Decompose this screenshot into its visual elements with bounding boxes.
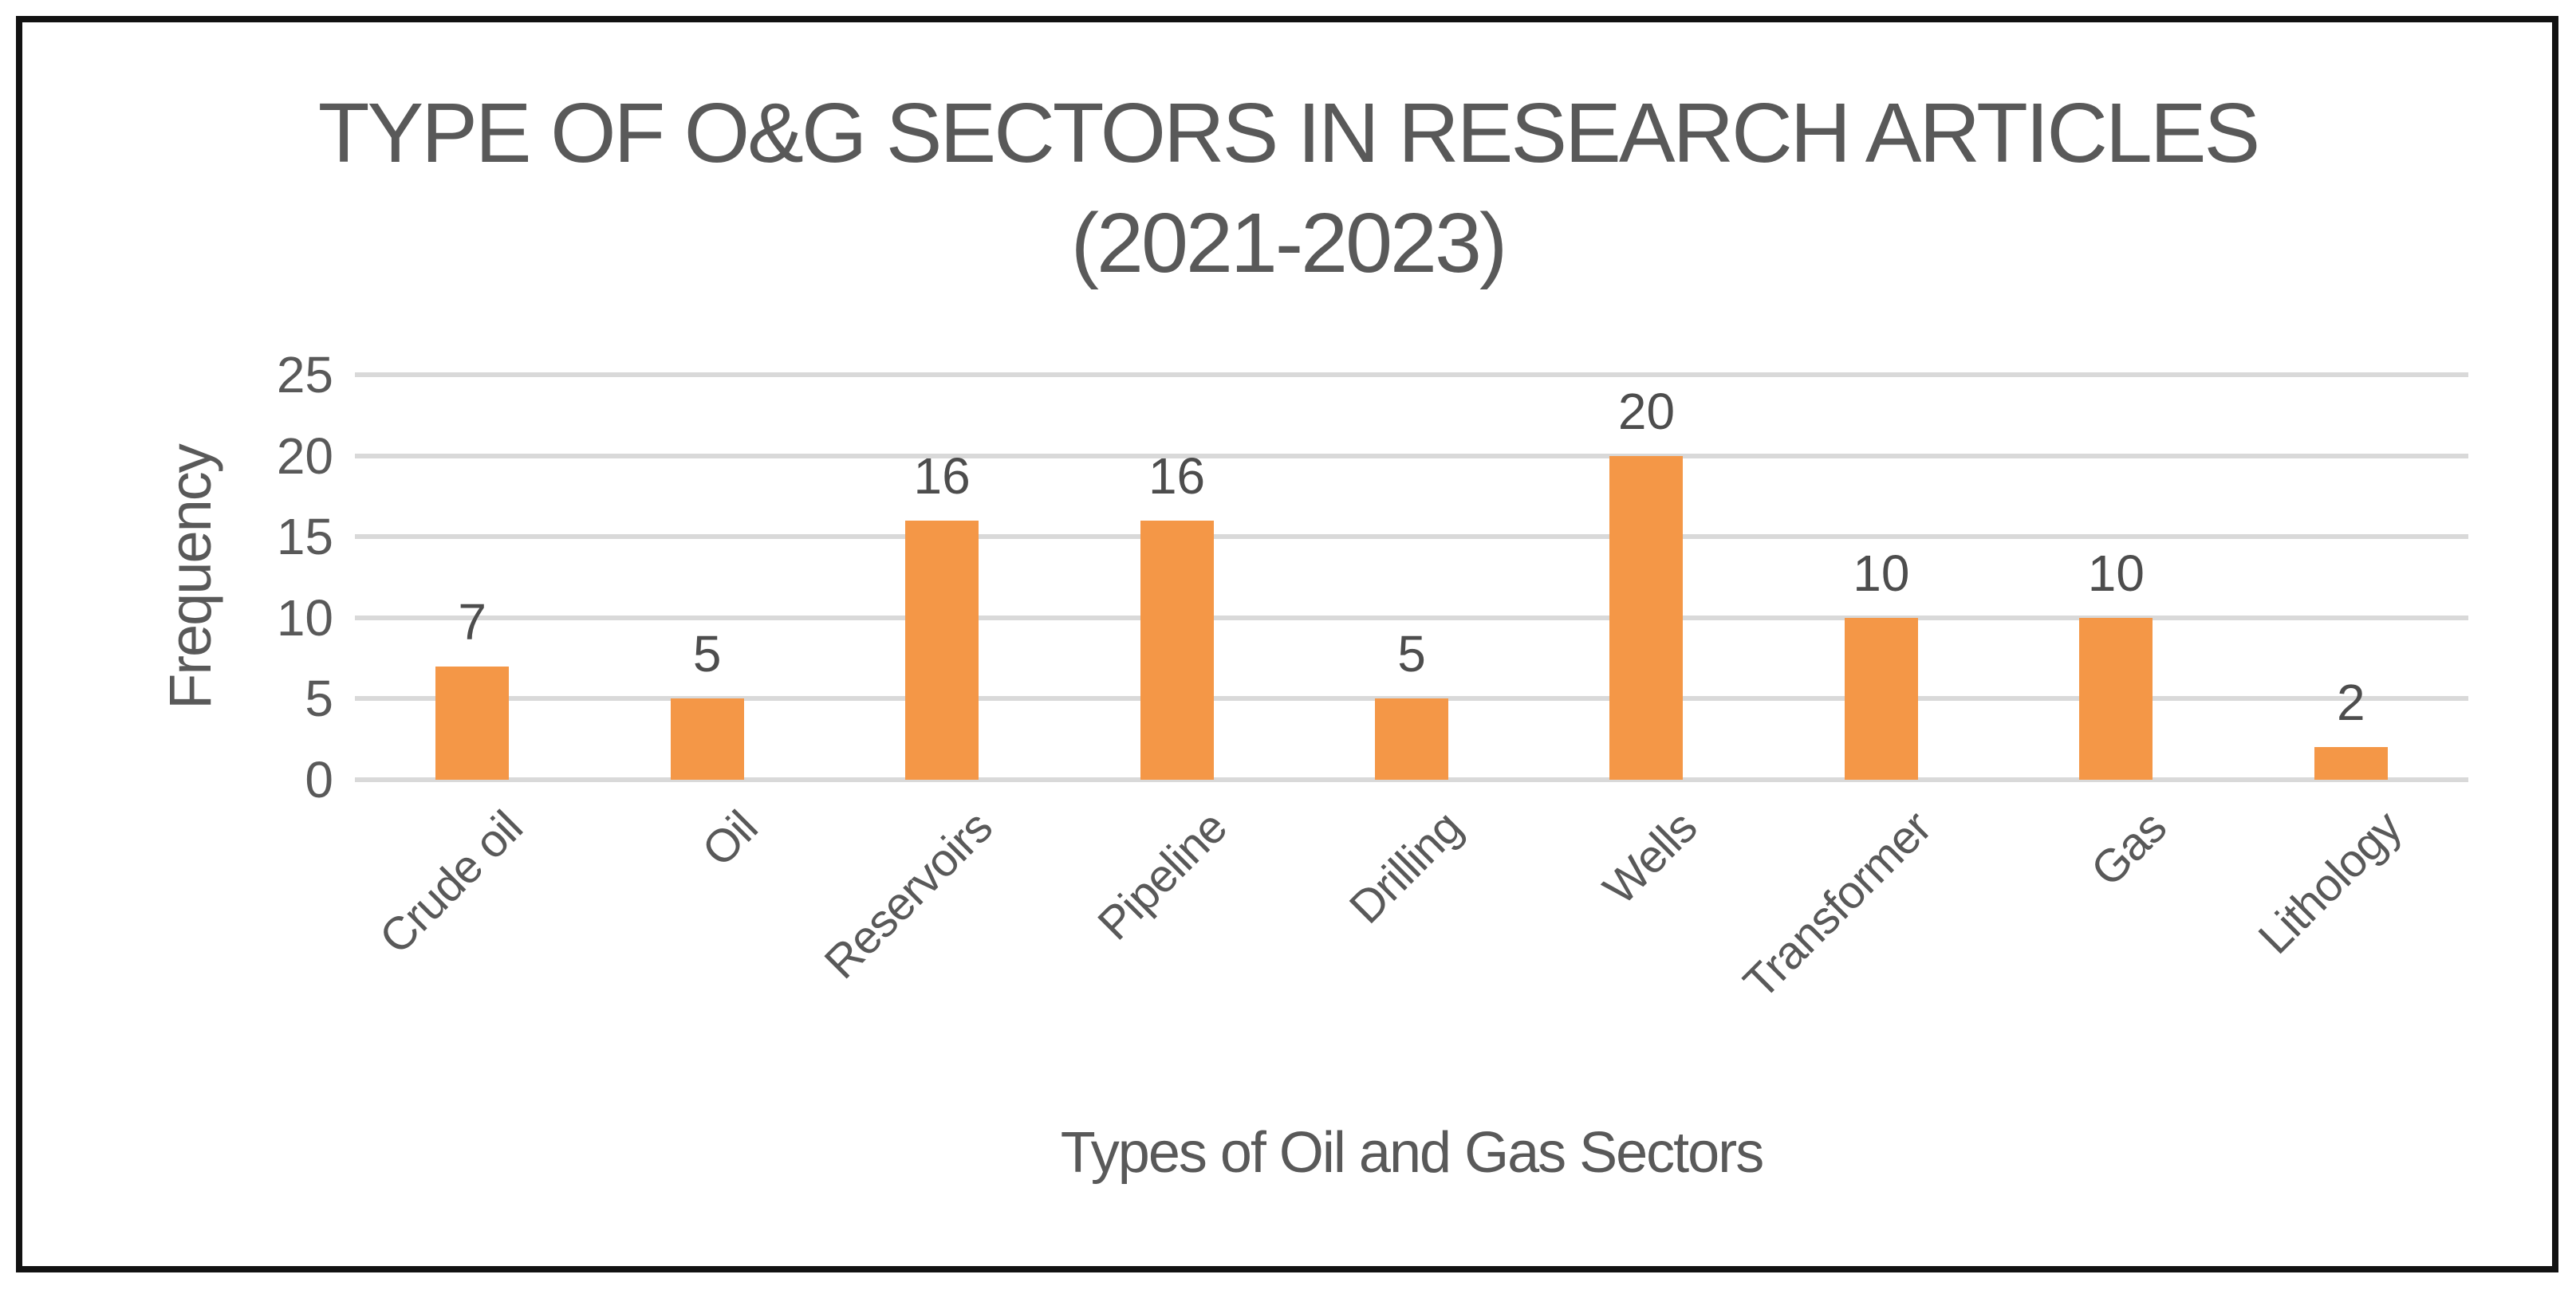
category-label-transformer: Transformer (1734, 801, 1942, 1009)
value-label-crude-oil: 7 (458, 592, 487, 651)
y-tick-label-5: 5 (305, 670, 333, 728)
bar-lithology (2314, 747, 2388, 780)
category-label-gas: Gas (2081, 801, 2176, 897)
bar-transformer (1844, 617, 1918, 780)
gridline-0 (355, 777, 2468, 782)
bar-gas (2079, 617, 2153, 780)
bar-crude-oil (435, 666, 510, 780)
chart-title-line2: (2021-2023) (1070, 196, 1508, 290)
y-tick-label-25: 25 (276, 346, 333, 403)
category-label-oil: Oil (691, 801, 767, 877)
bar-reservoirs (905, 520, 979, 780)
category-label-drilling: Drilling (1339, 801, 1472, 934)
category-label-wells: Wells (1593, 801, 1707, 915)
bar-pipeline (1140, 520, 1214, 780)
chart-title: TYPE OF O&G SECTORS IN RESEARCH ARTICLES… (0, 78, 2576, 298)
value-label-transformer: 10 (1853, 544, 1910, 602)
value-label-gas: 10 (2087, 544, 2145, 602)
x-axis-title: Types of Oil and Gas Sectors (1060, 1121, 1764, 1185)
value-label-reservoirs: 16 (913, 446, 971, 505)
y-tick-label-20: 20 (276, 427, 333, 485)
value-label-oil: 5 (692, 625, 722, 683)
value-label-drilling: 5 (1397, 625, 1426, 683)
category-label-crude-oil: Crude oil (369, 801, 533, 964)
y-tick-label-0: 0 (305, 751, 333, 808)
y-tick-label-15: 15 (276, 508, 333, 566)
gridline-15 (355, 534, 2468, 540)
category-label-reservoirs: Reservoirs (814, 801, 1002, 989)
gridline-25 (355, 372, 2468, 377)
bar-oil (670, 698, 744, 780)
value-label-pipeline: 16 (1148, 446, 1206, 505)
bar-wells (1609, 455, 1684, 780)
value-label-wells: 20 (1617, 382, 1676, 440)
gridline-10 (355, 615, 2468, 620)
gridline-20 (355, 453, 2468, 458)
value-label-lithology: 2 (2336, 674, 2365, 732)
y-axis-title: Frequency (156, 445, 223, 710)
category-label-lithology: Lithology (2248, 801, 2411, 964)
category-label-pipeline: Pipeline (1088, 801, 1237, 950)
y-tick-label-10: 10 (276, 588, 333, 647)
chart-title-line1: TYPE OF O&G SECTORS IN RESEARCH ARTICLES (317, 86, 2260, 180)
bar-drilling (1375, 698, 1448, 780)
